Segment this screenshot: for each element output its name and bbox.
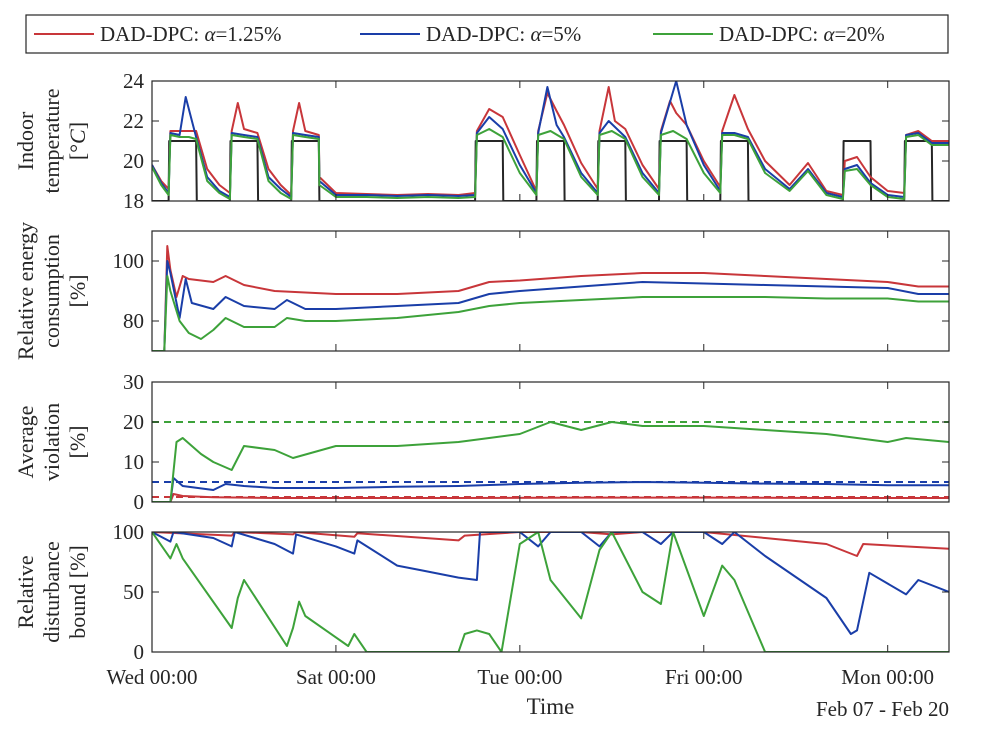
violation-frame	[151, 381, 950, 503]
disturbance-series-2	[152, 532, 949, 652]
temperature-series-3	[152, 128, 949, 200]
energy-ytick-label: 100	[113, 249, 145, 273]
panel-violation: 0 10 20 30 Average violation [%]	[13, 370, 950, 514]
disturbance-series-0	[152, 532, 949, 557]
energy-ylabel-line: consumption	[39, 234, 64, 348]
disturbance-ylabel-line: bound [%]	[65, 545, 90, 638]
energy-ytick-label: 80	[123, 309, 144, 333]
disturbance-ylabel-line: disturbance	[39, 541, 64, 642]
disturbance-ylabel-line: Relative	[13, 555, 38, 628]
x-axis: Wed 00:00 Sat 00:00 Tue 00:00 Fri 00:00 Mon …	[106, 665, 949, 721]
disturbance-series-1	[152, 532, 949, 635]
energy-frame	[151, 230, 950, 352]
temperature-series	[152, 81, 949, 201]
temperature-ytick-label: 22	[123, 109, 144, 133]
legend-box	[25, 14, 949, 54]
violation-ylabel-line: Average	[13, 406, 38, 479]
xtick-label: Sat 00:00	[296, 665, 376, 689]
xtick-label: Fri 00:00	[665, 665, 743, 689]
violation-series-4	[152, 477, 949, 502]
temperature-ytick-label: 18	[123, 189, 144, 213]
violation-ylabel-line: [%]	[65, 426, 90, 459]
panel-energy: 80 100 Relative energy consumption [%]	[13, 222, 950, 360]
energy-series-0	[152, 245, 949, 351]
violation-ytick-label: 10	[123, 450, 144, 474]
violation-ytick-label: 0	[134, 490, 145, 514]
legend-entry-0: DAD-DPC: α=1.25%	[100, 22, 282, 46]
temperature-ytick-label: 24	[123, 69, 145, 93]
temperature-series-2	[152, 81, 949, 198]
disturbance-series	[152, 532, 949, 652]
xtick-label: Wed 00:00	[106, 665, 197, 689]
energy-series-2	[152, 275, 949, 351]
disturbance-ytick-label: 50	[123, 580, 144, 604]
disturbance-ytick-label: 100	[113, 520, 145, 544]
violation-ytick-label: 20	[123, 410, 144, 434]
energy-series-1	[152, 260, 949, 351]
violation-ylabel-line: violation	[39, 403, 64, 481]
temperature-ylabel-line: temperature	[39, 88, 64, 193]
energy-series	[152, 245, 949, 351]
panel-disturbance: 0 50 100 Relative disturbance bound [%]	[13, 520, 950, 664]
legend-entry-2: DAD-DPC: α=20%	[719, 22, 885, 46]
energy-ylabel-line: Relative energy	[13, 222, 38, 360]
violation-ytick-label: 30	[123, 370, 144, 394]
date-range-label: Feb 07 - Feb 20	[816, 697, 949, 721]
violation-series	[152, 421, 949, 502]
disturbance-ytick-label: 0	[134, 640, 145, 664]
violation-series-3	[152, 493, 949, 502]
temperature-ylabel-line: [°C]	[65, 122, 90, 160]
temperature-frame	[151, 80, 950, 202]
legend: DAD-DPC: α=1.25% DAD-DPC: α=5% DAD-DPC: α=…	[25, 14, 949, 54]
panel-temperature: 18 20 22 24 Indoor temperature [°C]	[13, 69, 950, 213]
xtick-label: Mon 00:00	[841, 665, 934, 689]
temperature-ytick-label: 20	[123, 149, 144, 173]
disturbance-frame	[151, 531, 950, 653]
temperature-series-0	[152, 140, 949, 201]
violation-series-5	[152, 421, 949, 502]
legend-entry-1: DAD-DPC: α=5%	[426, 22, 581, 46]
xtick-label: Tue 00:00	[477, 665, 562, 689]
temperature-ylabel-line: Indoor	[13, 111, 38, 170]
x-axis-title: Time	[527, 694, 575, 719]
energy-ylabel-line: [%]	[65, 275, 90, 308]
